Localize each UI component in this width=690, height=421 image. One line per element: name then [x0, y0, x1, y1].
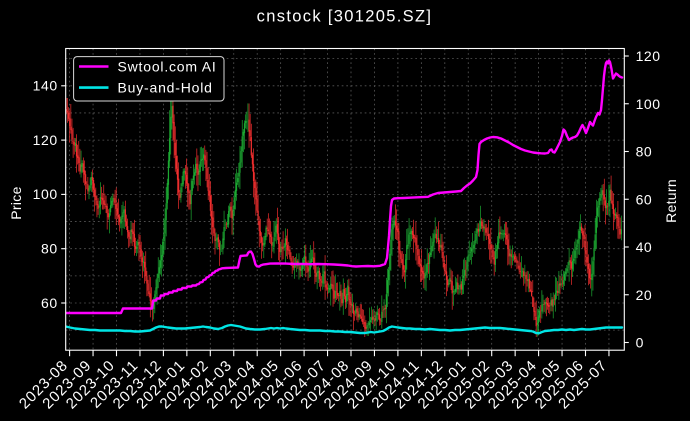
svg-text:60: 60: [41, 295, 58, 311]
svg-text:140: 140: [33, 78, 58, 94]
svg-text:20: 20: [636, 287, 653, 303]
svg-text:40: 40: [636, 239, 653, 255]
svg-text:Buy-and-Hold: Buy-and-Hold: [118, 79, 213, 95]
svg-text:Return: Return: [663, 179, 679, 223]
svg-text:120: 120: [33, 132, 58, 148]
svg-text:80: 80: [41, 241, 58, 257]
svg-text:cnstock [301205.SZ]: cnstock [301205.SZ]: [257, 8, 433, 26]
svg-text:Swtool.com AI: Swtool.com AI: [118, 58, 217, 74]
svg-text:120: 120: [636, 48, 661, 64]
svg-text:80: 80: [636, 144, 653, 160]
svg-text:100: 100: [636, 96, 661, 112]
svg-text:Price: Price: [8, 186, 24, 219]
svg-text:60: 60: [636, 191, 653, 207]
svg-text:0: 0: [636, 335, 644, 351]
svg-text:100: 100: [33, 186, 58, 202]
